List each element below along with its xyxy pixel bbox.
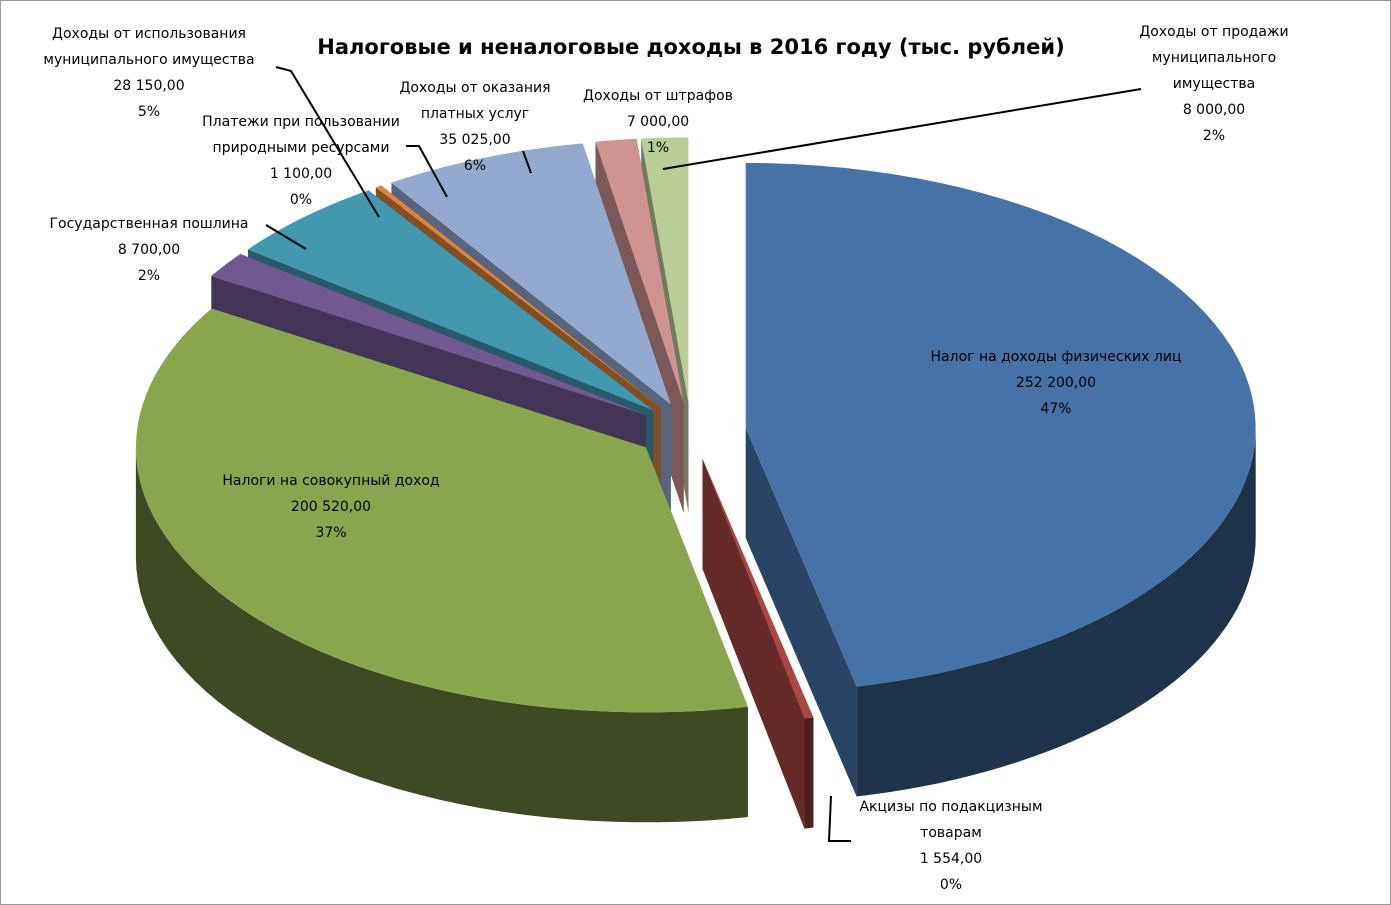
label-percent: 37% — [315, 525, 347, 541]
data-label: Доходы от продажи муниципального имущест… — [1134, 19, 1294, 149]
leader-line — [406, 145, 448, 198]
slice-side — [702, 458, 805, 829]
label-name: Доходы от использования муниципального и… — [43, 26, 255, 68]
label-value: 1 100,00 — [269, 166, 333, 182]
label-value: 7 000,00 — [626, 114, 690, 130]
slice — [375, 185, 661, 408]
label-name: Доходы от продажи муниципального имущест… — [1139, 24, 1289, 92]
slice-wall — [135, 447, 748, 823]
leader-line — [275, 66, 380, 218]
label-percent: 2% — [137, 268, 161, 284]
label-percent: 0% — [939, 877, 963, 893]
label-name: Налоги на совокупный доход — [222, 473, 440, 489]
slice — [595, 138, 684, 403]
data-label: Налог на доходы физических лиц 252 200,00… — [926, 344, 1186, 422]
slice-side — [745, 427, 857, 797]
slice — [211, 254, 646, 415]
label-name: Акцизы по подакцизным товарам — [859, 799, 1043, 841]
data-label: Доходы от штрафов 7 000,00 1% — [563, 83, 753, 161]
label-percent: 0% — [289, 192, 313, 208]
label-name: Платежи при пользовании природными ресур… — [202, 114, 400, 156]
slice — [745, 162, 1256, 687]
label-name: Доходы от штрафов — [583, 88, 733, 104]
slice-wall — [804, 717, 814, 829]
label-percent: 47% — [1040, 401, 1072, 417]
label-name: Государственная пошлина — [49, 216, 249, 232]
label-value: 28 150,00 — [113, 78, 185, 94]
label-percent: 2% — [1202, 128, 1226, 144]
label-value: 1 554,00 — [919, 851, 983, 867]
label-value: 252 200,00 — [1015, 375, 1097, 391]
label-name: Налог на доходы физических лиц — [930, 349, 1182, 365]
label-value: 8 700,00 — [117, 242, 181, 258]
slice — [136, 308, 748, 713]
leader-line — [662, 88, 1142, 170]
data-label: Доходы от использования муниципального и… — [12, 21, 287, 125]
data-label: Платежи при пользовании природными ресур… — [181, 109, 421, 213]
label-value: 8 000,00 — [1182, 102, 1246, 118]
leader-line — [522, 150, 532, 174]
data-label: Акцизы по подакцизным товарам 1 554,00 0% — [836, 794, 1066, 898]
slice — [248, 190, 654, 411]
label-percent: 1% — [646, 140, 670, 156]
slice — [391, 143, 671, 405]
label-percent: 6% — [463, 158, 487, 174]
label-value: 35 025,00 — [439, 132, 511, 148]
chart-title: Налоговые и неналоговые доходы в 2016 го… — [317, 35, 1065, 59]
data-label: Налоги на совокупный доход 200 520,00 37% — [186, 468, 476, 546]
slice-wall — [856, 427, 1256, 797]
data-label: Государственная пошлина 8 700,00 2% — [14, 211, 284, 289]
leader-line — [265, 224, 307, 250]
slice — [702, 458, 814, 719]
label-value: 200 520,00 — [290, 499, 372, 515]
label-percent: 5% — [137, 104, 161, 120]
leader-line — [827, 795, 851, 842]
data-label: Доходы от оказания платных услуг 35 025,0… — [375, 75, 575, 179]
slice — [641, 137, 689, 403]
label-name: Доходы от оказания платных услуг — [399, 80, 551, 122]
